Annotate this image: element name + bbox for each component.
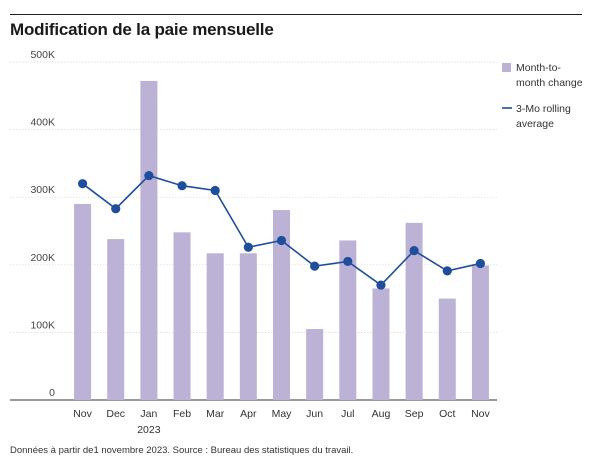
legend-label-bar: Month-to- — [516, 62, 561, 74]
line-point — [276, 235, 287, 246]
y-tick-label: 100K — [30, 319, 55, 331]
bar — [372, 288, 390, 400]
line-point — [111, 204, 121, 214]
bar — [74, 203, 92, 400]
bar — [173, 232, 191, 400]
legend-label-line: 3-Mo rolling — [516, 103, 571, 115]
line-point — [442, 266, 452, 276]
line-point — [144, 170, 154, 181]
line-point — [376, 280, 386, 290]
legend-label-bar-2: month change — [516, 77, 583, 89]
line-point — [77, 179, 88, 189]
line-point — [409, 246, 419, 256]
y-tick-label: 500K — [30, 49, 55, 61]
line-point — [243, 242, 253, 252]
x-tick-label: Jun — [306, 408, 323, 420]
top-rule — [10, 14, 582, 15]
x-tick-label: Nov — [471, 408, 490, 420]
bar — [306, 329, 324, 400]
x-year-label: 2023 — [137, 424, 161, 436]
x-tick-label: Feb — [173, 408, 191, 420]
bar — [107, 239, 125, 400]
bar — [339, 240, 357, 400]
line-point — [475, 258, 486, 269]
x-tick-label: May — [272, 408, 293, 420]
x-tick-label: Oct — [439, 408, 455, 420]
x-tick-label: Dec — [106, 408, 125, 420]
x-tick-label: Nov — [73, 408, 92, 420]
bar — [206, 253, 224, 400]
y-tick-label: 200K — [30, 252, 55, 264]
x-tick-label: Jan — [140, 408, 157, 420]
bar — [471, 265, 489, 400]
x-tick-label: Mar — [206, 408, 225, 420]
y-tick-label: 300K — [30, 184, 55, 196]
line-point — [343, 256, 353, 267]
x-tick-label: Sep — [405, 408, 424, 420]
bar — [405, 222, 423, 400]
bar — [438, 298, 456, 400]
bar — [239, 253, 257, 400]
chart-title: Modification de la paie mensuelle — [10, 20, 274, 39]
bar — [140, 80, 158, 400]
line-point — [210, 185, 220, 196]
footnote: Données à partir de1 novembre 2023. Sour… — [10, 445, 354, 456]
line-point — [310, 261, 320, 271]
x-tick-label: Aug — [372, 408, 391, 420]
x-tick-label: Jul — [341, 408, 354, 420]
legend-swatch-bar — [502, 63, 511, 72]
y-tick-label: 400K — [30, 117, 55, 129]
y-tick-label: 0 — [49, 387, 55, 399]
bar — [273, 210, 290, 400]
legend-label-line-2: average — [516, 118, 554, 130]
line-point — [177, 181, 187, 191]
x-tick-label: Apr — [240, 408, 257, 420]
